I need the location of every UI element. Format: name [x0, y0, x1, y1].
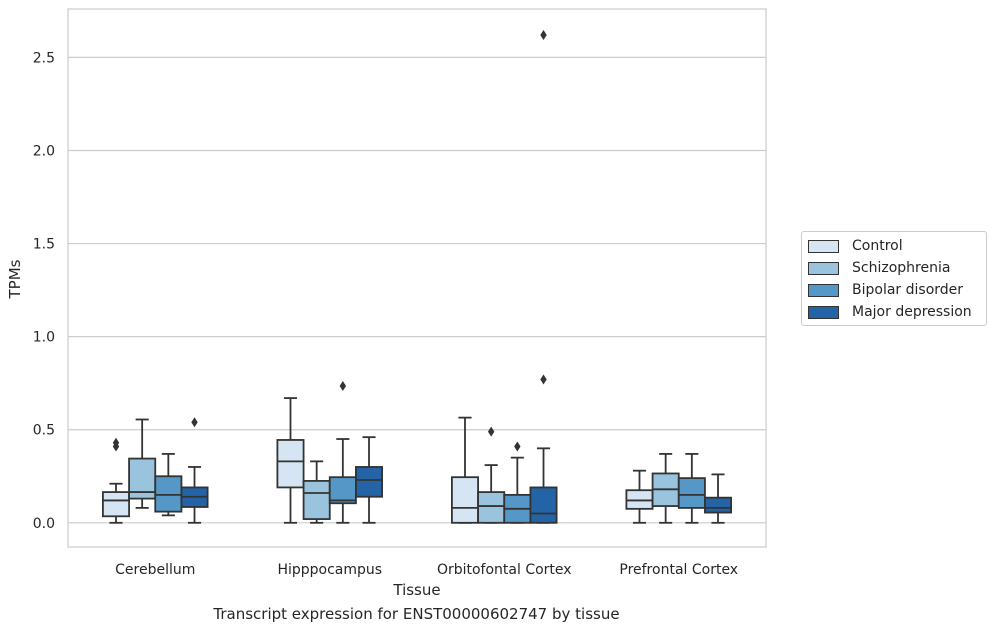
box-0-0: [102, 437, 130, 524]
legend-swatch-bipolar-disorder: [808, 283, 839, 297]
iqr-box: [677, 477, 706, 509]
iqr-box: [450, 476, 479, 524]
legend-item-schizophrenia: Schizophrenia: [808, 259, 950, 277]
y-tick-label: 1.5: [33, 237, 55, 253]
box-1-2: [328, 380, 357, 524]
x-axis-label: Tissue: [392, 581, 440, 599]
box-3-1: [651, 453, 680, 524]
x-tick-label: Orbitofontal Cortex: [437, 562, 572, 578]
box-0-1: [128, 418, 157, 509]
legend-swatch-schizophrenia: [808, 261, 839, 275]
outlier-point: [487, 426, 495, 437]
legend-label-control: Control: [852, 238, 903, 254]
y-tick-label: 0.5: [33, 423, 55, 439]
legend-swatch-major-depression: [808, 305, 839, 319]
legend-swatch-control: [808, 239, 839, 253]
outlier-point: [339, 380, 347, 391]
legend-label-bipolar-disorder: Bipolar disorder: [852, 282, 964, 298]
iqr-box: [477, 491, 506, 524]
y-tick-label: 0.0: [33, 516, 55, 532]
box-series-group: [102, 30, 732, 524]
x-tick-label: Cerebellum: [115, 562, 195, 578]
iqr-box: [625, 489, 654, 510]
iqr-box: [355, 466, 383, 498]
outlier-point: [112, 437, 120, 448]
x-tick-labels: Cerebellum Hipppocampus Orbitofontal Corte…: [115, 562, 738, 578]
y-tick-label: 1.0: [33, 330, 55, 346]
legend-item-control: Control: [808, 237, 903, 255]
legend-item-major-depression: Major depression: [808, 303, 972, 321]
iqr-box: [704, 496, 732, 514]
legend-item-bipolar-disorder: Bipolar disorder: [808, 281, 963, 299]
outlier-point: [514, 441, 521, 452]
plot-frame: [67, 8, 767, 548]
legend: Control Schizophrenia Bipolar disorder M…: [801, 231, 987, 326]
iqr-box: [328, 476, 357, 505]
box-2-1: [477, 426, 506, 524]
figure-caption: Transcript expression for ENST0000060274…: [213, 605, 620, 623]
outlier-point: [540, 30, 547, 41]
box-1-1: [302, 460, 331, 524]
box-3-3: [704, 473, 732, 524]
y-axis-label: TPMs: [6, 259, 24, 299]
box-0-3: [180, 417, 209, 524]
box-1-3: [355, 436, 383, 524]
x-tick-label: Hipppocampus: [277, 562, 382, 578]
legend-label-major-depression: Major depression: [852, 304, 972, 320]
iqr-box: [302, 480, 331, 520]
outlier-point: [540, 374, 547, 385]
box-2-2: [503, 441, 532, 524]
box-0-2: [154, 453, 183, 517]
y-tick-label: 2.5: [33, 50, 55, 66]
outlier-point: [191, 417, 198, 428]
box-3-0: [625, 469, 654, 524]
box-2-0: [450, 416, 479, 524]
x-tick-label: Prefrontal Cortex: [619, 562, 738, 578]
iqr-box: [102, 491, 130, 518]
y-tick-labels: 0.0 0.5 1.0 1.5 2.0 2.5: [33, 50, 55, 531]
iqr-box: [276, 439, 305, 489]
box-2-3: [529, 30, 558, 524]
iqr-box: [529, 486, 558, 524]
iqr-box: [154, 475, 183, 513]
y-grid-lines: [68, 56, 766, 524]
legend-label-schizophrenia: Schizophrenia: [852, 260, 951, 276]
box-3-2: [677, 453, 706, 524]
box-1-0: [276, 397, 305, 524]
y-tick-label: 2.0: [33, 143, 55, 159]
